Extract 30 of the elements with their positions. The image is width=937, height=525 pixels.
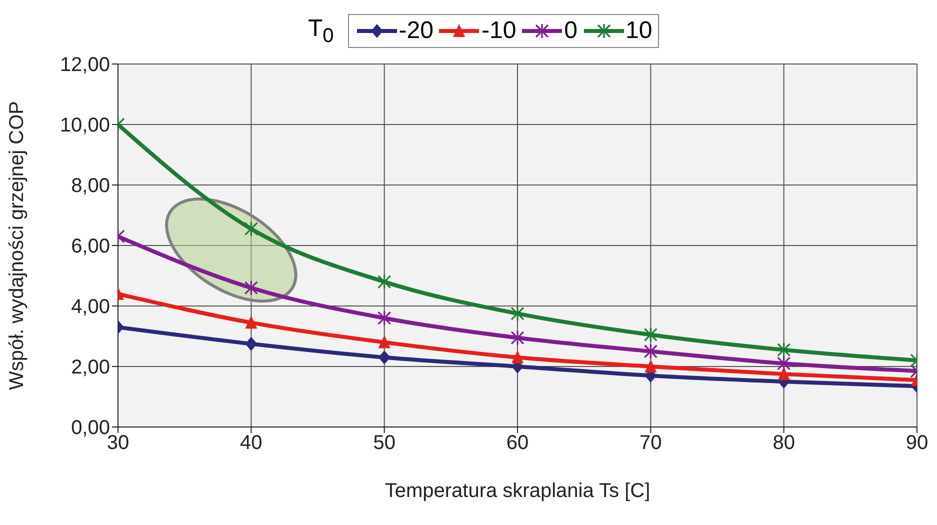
point [512, 350, 524, 364]
point [378, 350, 390, 364]
legend-label: 0 [564, 17, 578, 45]
x-axis-title: Temperatura skraplania Ts [C] [384, 480, 650, 502]
point [510, 330, 524, 346]
x-tick-label: 90 [906, 432, 928, 454]
y-axis-title: Współ. wydajności grzejnej COP [6, 101, 28, 390]
y-tick-label: 6,00 [71, 236, 110, 258]
y-tick-label: 8,00 [71, 175, 110, 198]
point [644, 360, 657, 372]
legend-title: T$_{0}$ [308, 14, 334, 48]
y-tick-label: 2,00 [71, 356, 110, 379]
legend-label: -20 [398, 17, 434, 45]
x-tick-label: 80 [772, 432, 795, 454]
y-tick-label: 4,00 [71, 296, 110, 318]
x-tick-label: 70 [640, 432, 662, 454]
legend-label: 10 [626, 17, 652, 45]
x-tick-label: 60 [506, 432, 529, 454]
x-tick-label: 30 [106, 432, 130, 454]
y-tick-label: 10,00 [60, 114, 110, 137]
point [510, 306, 524, 322]
point [378, 335, 390, 348]
y-tick-label: 12,00 [60, 54, 110, 76]
x-tick-label: 50 [373, 432, 396, 454]
point [644, 326, 658, 343]
point [644, 344, 658, 360]
x-tick-label: 40 [240, 432, 262, 454]
point [378, 310, 392, 326]
point [378, 274, 392, 290]
legend-label: -10 [481, 17, 516, 45]
